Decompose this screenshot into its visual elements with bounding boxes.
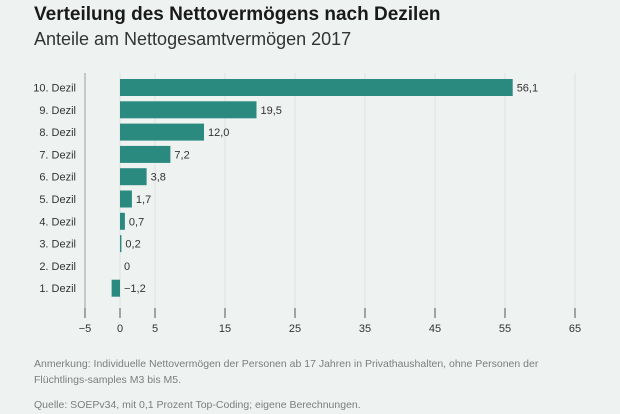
x-tick-label: 15 — [219, 323, 231, 335]
source-note: Quelle: SOEPv34, mit 0,1 Prozent Top-Cod… — [34, 399, 361, 411]
x-tick-label: 35 — [359, 323, 371, 335]
category-label: 5. Dezil — [39, 194, 76, 206]
x-tick-label: −5 — [79, 323, 92, 335]
category-label: 3. Dezil — [39, 239, 76, 251]
bar — [111, 279, 120, 297]
category-label: 7. Dezil — [39, 149, 76, 161]
category-label: 8. Dezil — [39, 127, 76, 139]
value-label: 7,2 — [174, 149, 189, 161]
x-tick-label: 0 — [117, 323, 123, 335]
bar — [120, 145, 171, 163]
chart-title: Verteilung des Nettovermögens nach Dezil… — [34, 4, 441, 25]
value-label: 19,5 — [261, 105, 282, 117]
annotation-note: Anmerkung: Individuelle Nettovermögen de… — [34, 358, 539, 386]
x-tick-label: 55 — [499, 323, 511, 335]
category-label: 2. Dezil — [39, 261, 76, 273]
x-tick-label: 45 — [429, 323, 441, 335]
category-label: 1. Dezil — [39, 283, 76, 295]
x-tick-label: 5 — [152, 323, 158, 335]
value-label: 0 — [124, 261, 130, 273]
category-label: 6. Dezil — [39, 172, 76, 184]
value-label: −1,2 — [124, 283, 146, 295]
value-label: 1,7 — [136, 194, 151, 206]
chart-subtitle: Anteile am Nettogesamtvermögen 2017 — [34, 29, 352, 49]
bar — [120, 79, 513, 96]
bar — [120, 190, 132, 208]
value-label: 0,2 — [125, 239, 140, 251]
bar — [120, 235, 122, 253]
value-label: 0,7 — [129, 216, 144, 228]
bar — [120, 123, 204, 141]
bar — [120, 168, 147, 186]
bar — [120, 212, 125, 230]
category-label: 9. Dezil — [39, 105, 76, 117]
value-label: 12,0 — [208, 127, 229, 139]
category-label: 10. Dezil — [33, 83, 76, 95]
category-label: 4. Dezil — [39, 216, 76, 228]
value-label: 56,1 — [517, 83, 538, 95]
value-label: 3,8 — [151, 172, 166, 184]
x-tick-label: 65 — [569, 323, 581, 335]
x-tick-label: 25 — [289, 323, 301, 335]
bar — [120, 101, 257, 119]
